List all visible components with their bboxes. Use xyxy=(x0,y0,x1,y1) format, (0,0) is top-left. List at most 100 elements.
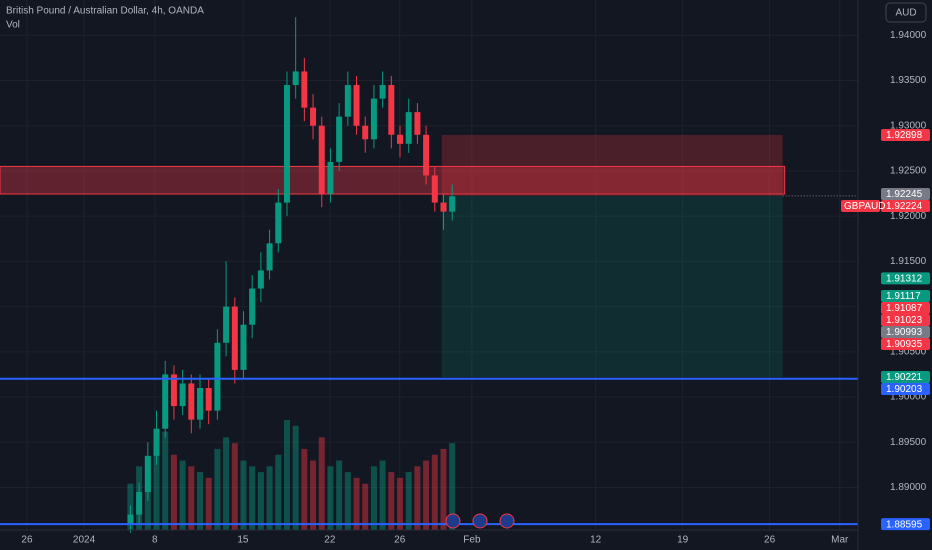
volume-bar xyxy=(449,443,456,530)
price-label-box xyxy=(881,302,930,315)
volume-bar xyxy=(249,466,256,530)
x-tick-label: 22 xyxy=(324,535,336,546)
price-label-box xyxy=(881,371,930,384)
candle-body xyxy=(136,492,143,515)
event-icon[interactable] xyxy=(445,513,461,529)
candle-body xyxy=(379,85,386,99)
candle-body xyxy=(275,202,282,244)
y-tick-label: 1.93000 xyxy=(890,120,927,131)
volume-bar xyxy=(353,477,360,530)
y-tick-label: 1.93500 xyxy=(890,75,927,86)
volume-bar xyxy=(440,448,447,530)
currency[interactable]: AUD xyxy=(895,8,916,19)
price-label-box xyxy=(881,314,930,327)
volume-bar xyxy=(257,472,264,530)
x-tick-label: 26 xyxy=(21,535,33,546)
volume-bar xyxy=(170,454,177,530)
y-tick-label: 1.91500 xyxy=(890,256,927,267)
volume-bar xyxy=(318,437,325,530)
candle-body xyxy=(127,514,134,524)
candle-body xyxy=(153,428,160,456)
stop-zone xyxy=(441,134,783,196)
price-label: 1.88595 xyxy=(886,519,923,530)
volume-bar xyxy=(414,466,421,530)
volume-bar xyxy=(379,460,386,530)
candle-body xyxy=(283,85,290,203)
candle-body xyxy=(405,112,412,144)
volume-bar xyxy=(231,443,238,530)
x-tick-label: 12 xyxy=(590,535,602,546)
candle-body xyxy=(449,196,456,212)
volume-bar xyxy=(336,460,343,530)
candle-body xyxy=(257,270,264,289)
candle-body xyxy=(240,324,247,370)
price-label-box xyxy=(881,188,930,201)
price-label-box xyxy=(881,338,930,351)
price-label: 1.92898 xyxy=(886,130,923,141)
price-label: 1.90993 xyxy=(886,327,923,338)
x-tick-label: Feb xyxy=(463,535,481,546)
price-label: 1.92224 xyxy=(886,201,923,212)
volume-bar xyxy=(223,437,230,530)
price-label-box xyxy=(881,290,930,303)
event-icon[interactable] xyxy=(499,513,515,529)
volume-bar xyxy=(162,431,169,530)
candle-body xyxy=(249,288,256,325)
chart-title: British Pound / Australian Dollar, 4h, O… xyxy=(6,6,204,17)
price-label: 1.91087 xyxy=(886,303,923,314)
volume-bar xyxy=(423,460,430,530)
candle-body xyxy=(205,388,212,411)
volume-bar xyxy=(397,477,404,530)
price-label-box xyxy=(881,518,930,531)
price-label-box xyxy=(881,383,930,396)
volume-bar xyxy=(275,454,282,530)
volume-bar xyxy=(327,466,334,530)
y-tick-label: 1.92500 xyxy=(890,166,927,177)
volume-bar xyxy=(344,472,351,530)
volume-bar xyxy=(388,472,395,530)
candle-body xyxy=(440,202,447,212)
volume-bar xyxy=(240,460,247,530)
volume-bar xyxy=(188,466,195,530)
candle-body xyxy=(423,134,430,176)
y-tick-label: 1.92000 xyxy=(890,211,927,222)
candle-body xyxy=(336,116,343,162)
price-label-box xyxy=(881,200,930,213)
candle-body xyxy=(370,98,377,140)
candle-body xyxy=(197,388,204,420)
event-icons[interactable] xyxy=(445,513,515,529)
price-label: 1.92245 xyxy=(886,189,923,200)
volume-bar xyxy=(266,466,273,530)
event-icon[interactable] xyxy=(472,513,488,529)
price-label: 1.90935 xyxy=(886,339,923,350)
x-tick-label: 2024 xyxy=(73,535,96,546)
volume-bar xyxy=(197,472,204,530)
volume-bar xyxy=(405,472,412,530)
candle-body xyxy=(353,85,360,126)
candle-body xyxy=(301,71,308,108)
candle-body xyxy=(397,134,404,144)
x-tick-label: 19 xyxy=(677,535,689,546)
y-tick-label: 1.94000 xyxy=(890,30,927,41)
y-tick-label: 1.89500 xyxy=(890,437,927,448)
candle-body xyxy=(214,342,221,411)
volume-bar xyxy=(362,483,369,530)
volume-bar xyxy=(370,466,377,530)
currency-button[interactable] xyxy=(885,2,927,23)
candle-body xyxy=(431,175,438,203)
y-tick-label: 1.90500 xyxy=(890,346,927,357)
volume-bar xyxy=(292,425,299,530)
x-tick-label: 15 xyxy=(237,535,249,546)
volume-bar xyxy=(153,448,160,530)
candle-body xyxy=(162,374,169,429)
candle-body xyxy=(188,383,195,420)
target-zone xyxy=(441,195,783,378)
candle-body xyxy=(231,306,238,370)
candle-body xyxy=(266,243,273,271)
y-tick-label: 1.90000 xyxy=(890,392,927,403)
price-label: 1.91023 xyxy=(886,315,923,326)
volume-bar xyxy=(301,448,308,530)
candle-body xyxy=(144,455,151,493)
candle-body xyxy=(310,107,317,126)
